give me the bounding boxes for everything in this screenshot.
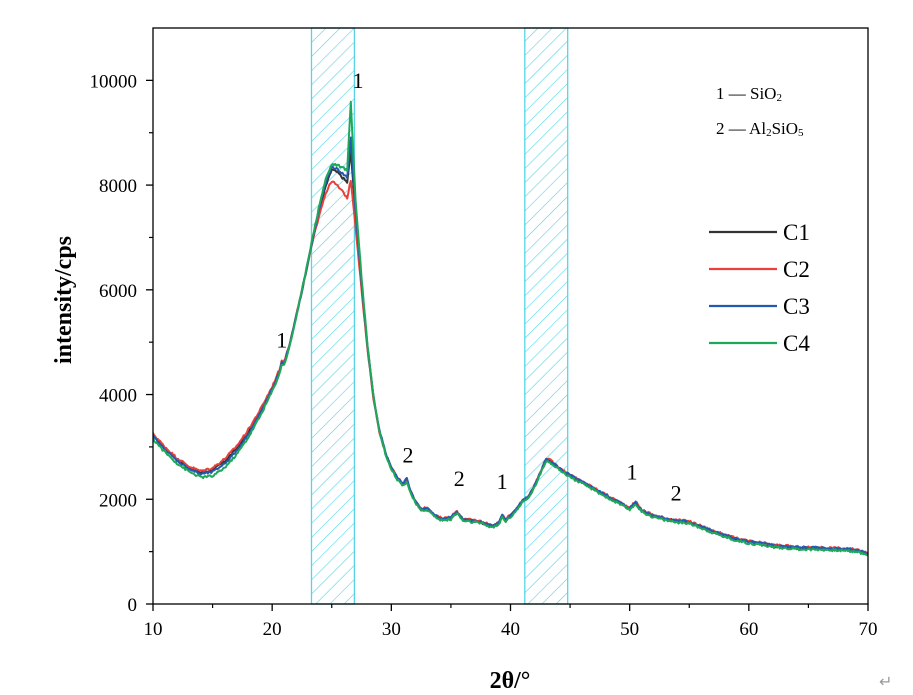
x-tick-label: 50 — [620, 619, 639, 640]
peak-labels: 1 1 2 2 1 1 2 — [276, 68, 681, 505]
peak-label: 2 — [454, 466, 465, 491]
return-mark: ↵ — [879, 672, 893, 691]
x-axis-ticks: 10 20 30 40 50 60 70 — [144, 604, 878, 640]
legend-item-c2: C2 — [709, 257, 810, 282]
peak-label: 1 — [276, 327, 287, 352]
legend-item-c1: C1 — [709, 220, 810, 245]
x-tick-label: 70 — [859, 619, 878, 640]
phase-key: 1 — SiO2 2 — Al2SiO5 — [716, 84, 804, 139]
series-lines — [153, 100, 868, 557]
phase-key-2-mid: SiO — [772, 119, 798, 138]
x-tick-label: 30 — [382, 619, 401, 640]
peak-label: 2 — [671, 480, 682, 505]
peak-label: 1 — [497, 469, 508, 494]
series-line-c3 — [153, 136, 868, 555]
x-tick-label: 60 — [739, 619, 758, 640]
y-tick-label: 6000 — [99, 281, 137, 302]
x-axis-title: 2θ/° — [490, 668, 531, 694]
peak-label: 1 — [627, 459, 638, 484]
y-axis-title: intensity/cps — [51, 236, 77, 364]
phase-key-2-text: 2 — Al — [716, 119, 766, 138]
legend-label: C2 — [783, 257, 810, 282]
highlight-bands — [310, 27, 569, 605]
y-tick-label: 8000 — [99, 176, 137, 197]
highlight-band-1 — [310, 27, 356, 605]
phase-key-line-2: 2 — Al2SiO5 — [716, 119, 804, 139]
x-tick-label: 10 — [144, 619, 163, 640]
y-tick-label: 4000 — [99, 386, 137, 407]
phase-key-1-text: 1 — SiO — [716, 84, 776, 103]
highlight-band-2 — [524, 27, 569, 605]
legend: C1 C2 C3 C4 — [709, 220, 810, 356]
x-tick-label: 40 — [501, 619, 520, 640]
peak-label: 1 — [352, 68, 363, 93]
phase-key-2-sub2: 5 — [798, 127, 804, 139]
phase-key-1-sub: 2 — [776, 92, 782, 104]
phase-key-line-1: 1 — SiO2 — [716, 84, 782, 104]
legend-label: C4 — [783, 331, 810, 356]
legend-item-c3: C3 — [709, 294, 810, 319]
y-tick-label: 10000 — [90, 71, 138, 92]
x-tick-label: 20 — [263, 619, 282, 640]
legend-item-c4: C4 — [709, 331, 810, 356]
peak-label: 2 — [403, 443, 414, 468]
legend-label: C1 — [783, 220, 810, 245]
y-tick-label: 0 — [128, 595, 138, 616]
series-line-c1 — [153, 150, 868, 556]
phase-key-2-sub: 2 — [766, 127, 772, 139]
series-line-c2 — [153, 179, 868, 555]
legend-label: C3 — [783, 294, 810, 319]
series-line-c4 — [153, 100, 868, 557]
y-tick-label: 2000 — [99, 490, 137, 511]
y-axis-ticks: 0 2000 4000 6000 8000 10000 — [90, 71, 153, 616]
